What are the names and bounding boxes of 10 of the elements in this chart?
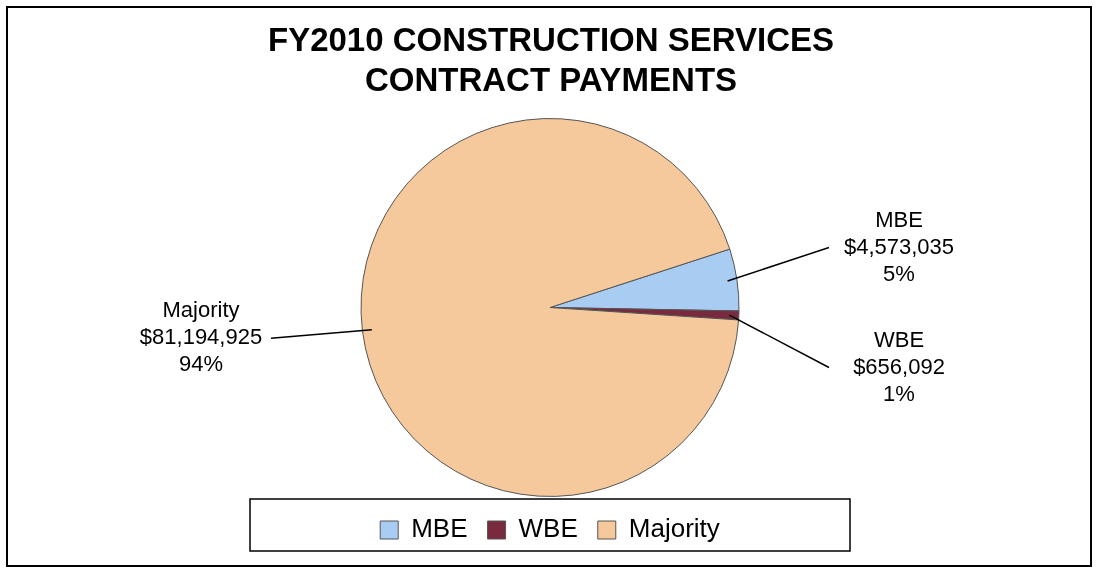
legend-label: MBE	[411, 513, 468, 544]
slice-label: Majority	[162, 297, 240, 323]
legend-label: WBE	[518, 513, 578, 544]
data-label: $81,194,925 94%	[139, 324, 263, 377]
data-label: $656,092 1%	[853, 353, 945, 406]
slice-label: WBE	[873, 326, 925, 352]
legend-label: Majority	[628, 513, 720, 544]
chart-title: FY2010 CONSTRUCTION SERVICES CONTRACT PAYMENTS	[267, 20, 835, 100]
slice-label: MBE	[875, 206, 923, 232]
data-label: $4,573,035 5%	[843, 233, 955, 286]
